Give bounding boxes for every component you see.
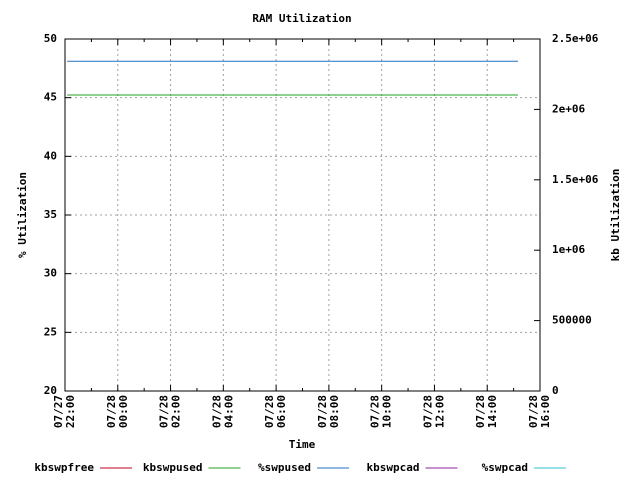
- y-tick-label: 45: [44, 91, 57, 104]
- y-tick-label: 40: [44, 149, 57, 162]
- y-tick-label: 50: [44, 32, 57, 45]
- y2-axis-label: kb Utilization: [609, 169, 622, 262]
- y2-tick-label: 500000: [552, 314, 592, 327]
- y2-tick-label: 1e+06: [552, 243, 585, 256]
- y-axis-label: % Utilization: [16, 172, 29, 258]
- x-tick-label: 07/2816:00: [527, 395, 552, 428]
- x-axis-label: Time: [289, 438, 316, 451]
- legend-label: kbswpfree: [34, 461, 94, 474]
- y-tick-label: 20: [44, 384, 57, 397]
- x-tick-label: 07/2804:00: [210, 395, 235, 428]
- x-tick-label: 07/2802:00: [158, 395, 183, 428]
- y-tick-label: 35: [44, 208, 57, 221]
- plot-border: [64, 38, 541, 392]
- y-tick-label: 25: [44, 325, 57, 338]
- x-tick-label: 07/2722:00: [52, 395, 77, 428]
- x-tick-label: 07/2814:00: [474, 395, 499, 428]
- x-tick-label: 07/2800:00: [105, 395, 130, 428]
- legend-label: kbswpcad: [367, 461, 420, 474]
- legend-label: %swpused: [258, 461, 311, 474]
- legend-label: %swpcad: [482, 461, 528, 474]
- x-tick-label: 07/2808:00: [316, 395, 341, 428]
- chart-title: RAM Utilization: [252, 12, 351, 25]
- y2-tick-label: 2e+06: [552, 102, 585, 115]
- x-tick-label: 07/2810:00: [369, 395, 394, 428]
- y-tick-label: 30: [44, 267, 57, 280]
- y2-tick-label: 2.5e+06: [552, 32, 599, 45]
- x-tick-label: 07/2806:00: [263, 395, 288, 428]
- y2-tick-label: 1.5e+06: [552, 173, 599, 186]
- y2-tick-label: 0: [552, 384, 559, 397]
- legend-label: kbswpused: [143, 461, 203, 474]
- x-tick-label: 07/2812:00: [421, 395, 446, 428]
